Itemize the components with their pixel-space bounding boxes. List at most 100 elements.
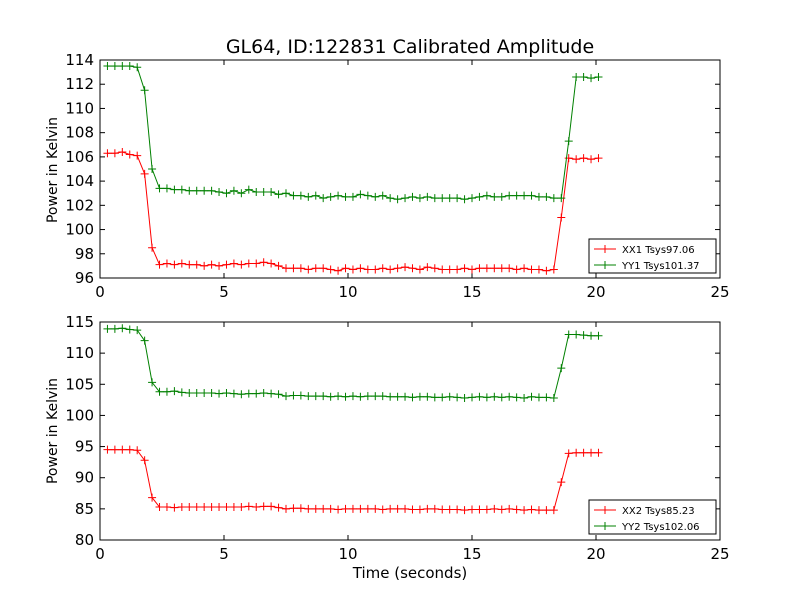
data-point <box>587 448 596 457</box>
data-point <box>542 393 551 402</box>
data-point <box>505 191 514 200</box>
data-point <box>572 155 581 164</box>
data-point <box>587 155 596 164</box>
data-point <box>296 191 305 200</box>
legend-entry: XX2 Tsys85.23 <box>622 506 695 517</box>
data-point <box>311 504 320 513</box>
data-point <box>430 264 439 273</box>
data-point <box>118 445 127 454</box>
data-point <box>319 392 328 401</box>
data-point <box>549 194 558 203</box>
data-point <box>363 504 372 513</box>
x-tick-label: 0 <box>95 545 105 563</box>
data-point <box>170 387 179 396</box>
data-point <box>244 259 253 268</box>
legend-marker <box>601 245 609 253</box>
data-point <box>185 502 194 511</box>
data-point <box>348 192 357 201</box>
legend-marker <box>601 261 609 269</box>
data-point <box>490 192 499 201</box>
data-point <box>393 264 402 273</box>
y-tick-label: 102 <box>65 196 94 214</box>
data-point <box>304 392 313 401</box>
data-point <box>453 265 462 274</box>
data-point <box>363 392 372 401</box>
series-line <box>107 449 599 511</box>
data-point <box>244 185 253 194</box>
data-point <box>267 502 276 511</box>
data-point <box>282 504 290 513</box>
data-point <box>326 392 335 401</box>
data-point <box>572 72 581 81</box>
data-point <box>393 392 402 401</box>
data-point <box>520 506 529 515</box>
data-point <box>274 190 283 199</box>
data-point <box>482 191 491 200</box>
data-point <box>259 502 268 511</box>
data-point <box>341 264 350 273</box>
data-point <box>215 389 224 398</box>
series-line <box>107 65 599 200</box>
data-point <box>356 504 365 513</box>
data-point <box>453 194 462 203</box>
data-point <box>527 392 536 401</box>
plot-frame <box>99 321 721 541</box>
data-point <box>371 192 380 201</box>
data-point <box>326 192 335 201</box>
data-point <box>118 148 127 157</box>
data-point <box>185 389 194 398</box>
y-tick-label: 100 <box>65 221 94 239</box>
data-point <box>475 192 484 201</box>
data-point <box>177 502 186 511</box>
chart-title: GL64, ID:122831 Calibrated Amplitude <box>226 36 594 58</box>
data-point <box>468 265 476 274</box>
data-point <box>304 504 313 513</box>
data-point <box>282 189 290 198</box>
data-point <box>252 259 261 268</box>
data-point <box>140 336 149 345</box>
data-point <box>148 378 157 387</box>
x-tick-label: 15 <box>462 545 481 563</box>
data-point <box>401 392 410 401</box>
data-point <box>423 392 432 401</box>
data-point <box>572 330 581 339</box>
data-point <box>341 192 350 201</box>
legend-box <box>588 238 717 274</box>
data-point <box>229 389 238 398</box>
x-tick-label: 0 <box>95 283 105 301</box>
data-point <box>319 194 328 203</box>
data-point <box>222 260 231 269</box>
data-point <box>460 506 469 515</box>
data-point <box>289 264 298 273</box>
data-point <box>587 74 596 83</box>
data-point <box>512 265 521 274</box>
data-point <box>177 388 186 397</box>
data-point <box>475 392 484 401</box>
data-point <box>363 265 372 274</box>
legend-entry: YY2 Tsys102.06 <box>621 522 700 533</box>
data-point <box>572 448 581 457</box>
data-point <box>520 393 529 402</box>
data-point <box>304 265 313 274</box>
data-point <box>497 505 506 514</box>
data-point <box>341 504 350 513</box>
data-point <box>468 505 476 514</box>
data-point <box>229 502 238 511</box>
data-point <box>401 263 410 272</box>
data-point <box>304 192 313 201</box>
data-point <box>311 392 320 401</box>
x-tick-label: 15 <box>462 283 481 301</box>
data-point <box>274 261 283 270</box>
top-plot: Power in Kelvin 0 5 10 15 20 25 96 98 100 102 104 1… <box>45 51 730 301</box>
data-point <box>237 260 246 269</box>
data-point <box>200 502 209 511</box>
data-point <box>408 393 417 402</box>
data-point <box>207 389 216 398</box>
data-point <box>594 448 603 457</box>
data-point <box>371 265 380 274</box>
data-point <box>200 389 209 398</box>
data-point <box>482 264 491 273</box>
data-point <box>490 504 499 513</box>
data-point <box>445 265 454 274</box>
y-tick-label: 114 <box>65 51 94 69</box>
